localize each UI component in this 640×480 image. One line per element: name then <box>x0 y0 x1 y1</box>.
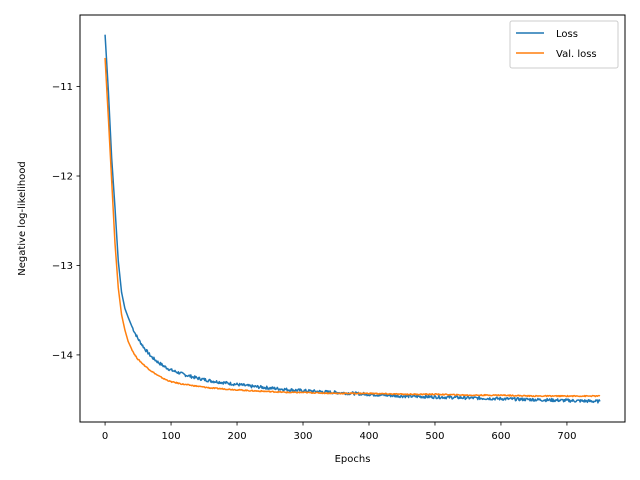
series-line-2 <box>104 57 601 398</box>
y-tick-label: −14 <box>52 350 73 361</box>
plot-lines <box>104 34 601 404</box>
x-axis-title: Epochs <box>335 454 371 465</box>
x-tick-label: 600 <box>491 431 510 442</box>
x-tick-label: 100 <box>162 431 181 442</box>
x-tick-label: 400 <box>359 431 378 442</box>
x-axis: 0 100 200 300 400 500 600 700 <box>102 422 576 442</box>
axes-frame <box>79 14 626 423</box>
x-tick-label: 300 <box>293 431 312 442</box>
y-axis-title: Negative log-likelihood <box>17 161 28 276</box>
series-line-1 <box>104 34 601 404</box>
y-tick-label: −12 <box>52 172 73 183</box>
y-tick-label: −13 <box>52 261 73 272</box>
x-tick-label: 0 <box>102 431 108 442</box>
x-tick-label: 700 <box>557 431 576 442</box>
y-axis: −11 −12 −13 −14 <box>52 82 80 361</box>
x-tick-label: 200 <box>227 431 246 442</box>
legend-label-1: Loss <box>556 29 578 40</box>
y-tick-label: −11 <box>52 82 73 93</box>
x-tick-label: 500 <box>425 431 444 442</box>
legend: Loss Val. loss <box>509 20 619 69</box>
legend-label-2: Val. loss <box>556 49 597 60</box>
